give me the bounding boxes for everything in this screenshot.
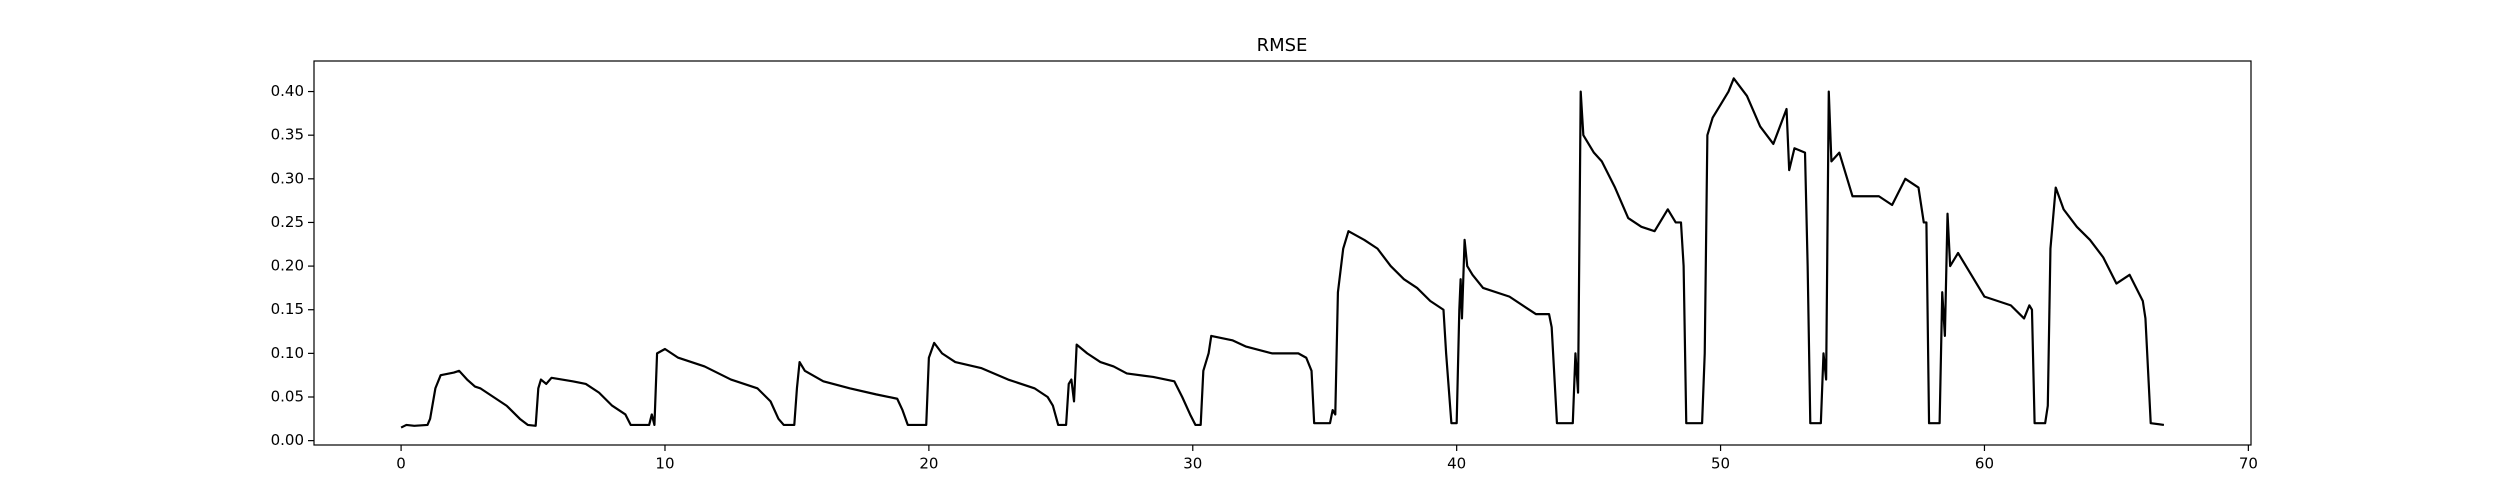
x-tick-label: 60 [1975,455,1994,473]
y-tick-label: 0.15 [271,300,304,318]
y-tick-label: 0.05 [271,388,304,406]
axes-frame [313,60,2252,446]
chart-title: RMSE [1257,35,1308,56]
y-tick-label: 0.25 [271,213,304,231]
x-tick-label: 10 [655,455,674,473]
x-tick-label: 70 [2239,455,2258,473]
x-tick-label: 20 [919,455,938,473]
y-tick-label: 0.10 [271,344,304,362]
y-tick-label: 0.00 [271,431,304,449]
data-line [400,77,2165,429]
x-tick-label: 40 [1447,455,1466,473]
y-tick-label: 0.30 [271,169,304,187]
y-tick-label: 0.20 [271,257,304,275]
x-tick-label: 0 [396,455,406,473]
y-tick-label: 0.40 [271,82,304,100]
x-tick-label: 50 [1711,455,1730,473]
y-tick-label: 0.35 [271,126,304,144]
x-tick-label: 30 [1183,455,1202,473]
